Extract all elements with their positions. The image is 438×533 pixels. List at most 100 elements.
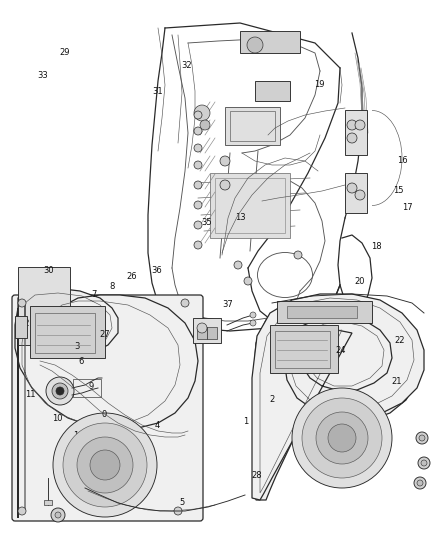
Bar — [207, 327, 217, 339]
Text: 5: 5 — [179, 498, 184, 506]
Bar — [215, 178, 285, 233]
Circle shape — [200, 120, 210, 130]
Bar — [73, 379, 101, 397]
Bar — [240, 31, 300, 53]
Text: 33: 33 — [38, 71, 48, 80]
Bar — [35, 313, 95, 353]
Text: 37: 37 — [223, 301, 233, 309]
Text: 7: 7 — [92, 290, 97, 299]
Circle shape — [194, 181, 202, 189]
Bar — [18, 267, 70, 345]
Text: 32: 32 — [181, 61, 191, 69]
Text: 9: 9 — [88, 382, 94, 391]
Text: 25: 25 — [301, 308, 312, 316]
Circle shape — [194, 111, 202, 119]
Circle shape — [194, 221, 202, 229]
Circle shape — [194, 161, 202, 169]
Circle shape — [292, 388, 392, 488]
Text: 26: 26 — [126, 272, 137, 280]
Circle shape — [220, 156, 230, 166]
Circle shape — [244, 277, 252, 285]
Text: 30: 30 — [44, 266, 54, 275]
Bar — [275, 331, 330, 368]
Text: 35: 35 — [201, 219, 212, 227]
Circle shape — [197, 323, 207, 333]
Circle shape — [174, 507, 182, 515]
Circle shape — [302, 398, 382, 478]
Text: 31: 31 — [152, 87, 163, 96]
Text: 34: 34 — [86, 490, 96, 499]
Text: 12: 12 — [19, 319, 29, 328]
Circle shape — [355, 120, 365, 130]
Circle shape — [347, 120, 357, 130]
Circle shape — [247, 37, 263, 53]
Circle shape — [418, 457, 430, 469]
Text: 8: 8 — [109, 282, 114, 291]
Text: 1: 1 — [243, 417, 248, 425]
Bar — [230, 111, 275, 141]
Bar — [15, 316, 27, 338]
Polygon shape — [15, 288, 198, 518]
Bar — [255, 81, 290, 101]
Text: 19: 19 — [314, 80, 325, 88]
Text: 24: 24 — [336, 346, 346, 355]
Text: 18: 18 — [371, 242, 382, 251]
Polygon shape — [253, 296, 420, 500]
Circle shape — [316, 412, 368, 464]
Text: 13: 13 — [235, 213, 245, 222]
Circle shape — [414, 477, 426, 489]
Text: 10: 10 — [52, 414, 62, 423]
Text: 28: 28 — [251, 471, 261, 480]
Circle shape — [181, 299, 189, 307]
Circle shape — [53, 413, 157, 517]
Circle shape — [250, 320, 256, 326]
Circle shape — [250, 312, 256, 318]
Circle shape — [51, 508, 65, 522]
Text: 27: 27 — [100, 330, 110, 339]
Circle shape — [194, 241, 202, 249]
Text: 3: 3 — [74, 342, 79, 351]
Bar — [345, 173, 367, 213]
Circle shape — [56, 387, 64, 395]
Circle shape — [90, 450, 120, 480]
Text: 22: 22 — [394, 336, 405, 344]
Circle shape — [194, 201, 202, 209]
Text: 0: 0 — [102, 410, 107, 419]
Circle shape — [194, 127, 202, 135]
Text: 6: 6 — [78, 357, 84, 366]
Bar — [44, 500, 52, 505]
Bar — [193, 318, 221, 343]
Circle shape — [421, 460, 427, 466]
Text: 36: 36 — [152, 266, 162, 275]
Circle shape — [52, 383, 68, 399]
Bar — [287, 306, 357, 318]
Polygon shape — [252, 294, 424, 500]
Text: 20: 20 — [354, 277, 364, 286]
Bar — [30, 306, 105, 358]
Bar — [225, 107, 280, 145]
Text: 17: 17 — [402, 204, 413, 212]
Circle shape — [355, 190, 365, 200]
Circle shape — [416, 432, 428, 444]
Text: 4: 4 — [155, 421, 160, 430]
Text: 14: 14 — [73, 432, 83, 440]
Text: 21: 21 — [391, 377, 402, 385]
Circle shape — [194, 144, 202, 152]
Text: 2: 2 — [269, 395, 274, 404]
Circle shape — [347, 183, 357, 193]
Circle shape — [347, 133, 357, 143]
Text: 11: 11 — [25, 390, 36, 399]
Circle shape — [234, 261, 242, 269]
Circle shape — [18, 299, 26, 307]
Text: 29: 29 — [60, 48, 70, 56]
Circle shape — [220, 180, 230, 190]
Bar — [270, 325, 338, 373]
Circle shape — [77, 437, 133, 493]
Bar — [345, 110, 367, 155]
FancyBboxPatch shape — [12, 295, 203, 521]
Circle shape — [46, 377, 74, 405]
Circle shape — [63, 423, 147, 507]
Bar — [277, 301, 372, 323]
Bar — [210, 173, 290, 238]
Text: 15: 15 — [393, 187, 404, 195]
